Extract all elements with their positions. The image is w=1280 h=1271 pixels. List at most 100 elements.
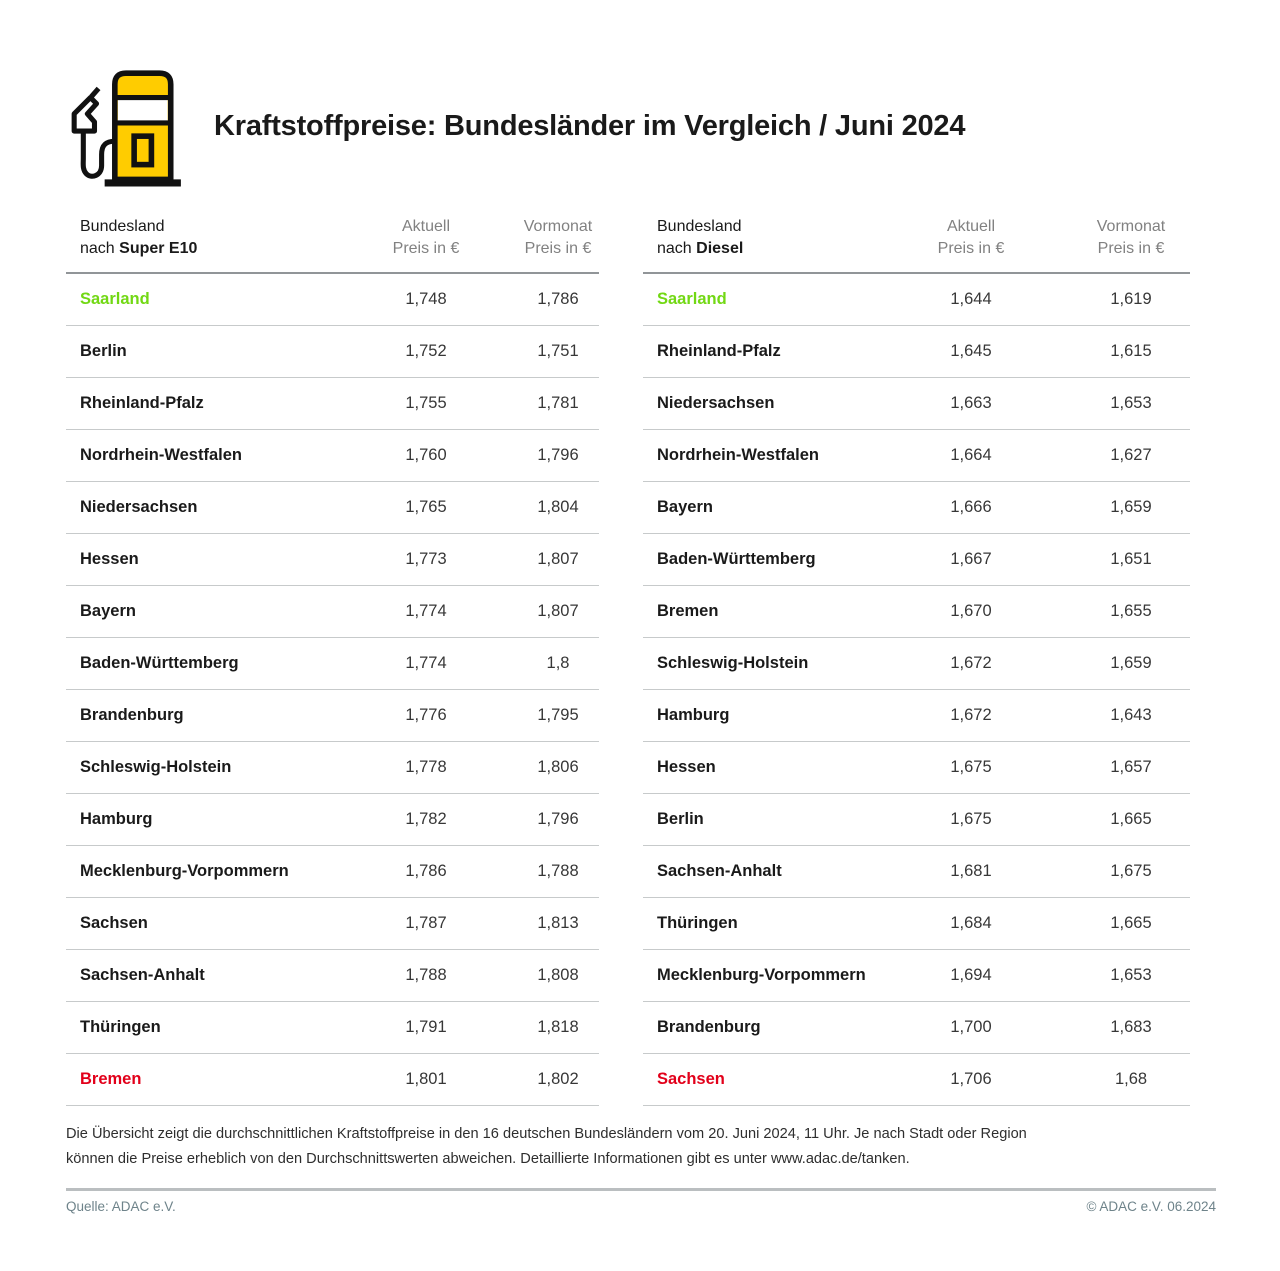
bundesland-cell: Niedersachsen [80,498,198,516]
aktuell-price-cell: 1,752 [405,342,447,360]
bundesland-cell: Saarland [80,290,150,308]
table-row: Berlin 1,675 1,665 [643,794,1190,846]
table-row: Baden-Württemberg 1,774 1,8 [66,638,599,690]
fuel-type-label: Diesel [696,240,744,257]
vormonat-price-cell: 1,795 [537,706,579,724]
aktuell-price-cell: 1,778 [405,758,447,776]
aktuell-price-cell: 1,782 [405,810,447,828]
aktuell-price-cell: 1,694 [950,966,992,984]
table-row: Mecklenburg-Vorpommern 1,694 1,653 [643,950,1190,1002]
vormonat-price-cell: 1,653 [1110,394,1152,412]
bundesland-cell: Nordrhein-Westfalen [80,446,242,464]
table-row: Sachsen 1,706 1,68 [643,1054,1190,1106]
bundesland-cell: Bremen [80,1070,142,1088]
table-row: Nordrhein-Westfalen 1,664 1,627 [643,430,1190,482]
bundesland-cell: Bremen [657,602,719,620]
bundesland-cell: Hamburg [80,810,153,828]
vormonat-price-cell: 1,806 [537,758,579,776]
aktuell-price-cell: 1,774 [405,602,447,620]
aktuell-price-cell: 1,670 [950,602,992,620]
vormonat-price-cell: 1,813 [537,914,579,932]
vormonat-price-cell: 1,781 [537,394,579,412]
aktuell-price-cell: 1,801 [405,1070,447,1088]
column-header-fuel-line: nach Diesel [657,238,870,260]
vormonat-price-cell: 1,651 [1110,550,1152,568]
table-row: Thüringen 1,684 1,665 [643,898,1190,950]
table-row: Sachsen-Anhalt 1,788 1,808 [66,950,599,1002]
bundesland-cell: Hamburg [657,706,730,724]
vormonat-price-cell: 1,665 [1110,914,1152,932]
table-row: Berlin 1,752 1,751 [66,326,599,378]
vormonat-price-cell: 1,807 [537,602,579,620]
aktuell-price-cell: 1,644 [950,290,992,308]
vormonat-price-cell: 1,665 [1110,810,1152,828]
table-row: Brandenburg 1,776 1,795 [66,690,599,742]
vormonat-price-cell: 1,683 [1110,1018,1152,1036]
bundesland-cell: Rheinland-Pfalz [80,394,204,412]
column-header-vormonat-line2: Preis in € [524,240,592,257]
vormonat-price-cell: 1,659 [1110,498,1152,516]
vormonat-price-cell: 1,751 [537,342,579,360]
table-row: Sachsen-Anhalt 1,681 1,675 [643,846,1190,898]
bundesland-cell: Sachsen-Anhalt [657,862,782,880]
vormonat-price-cell: 1,655 [1110,602,1152,620]
fuel-prefix: nach [657,240,697,257]
table-row: Niedersachsen 1,765 1,804 [66,482,599,534]
footer: Quelle: ADAC e.V. © ADAC e.V. 06.2024 [66,1191,1216,1214]
bundesland-cell: Nordrhein-Westfalen [657,446,819,464]
aktuell-price-cell: 1,667 [950,550,992,568]
column-header-aktuell-line1: Aktuell [401,218,451,235]
bundesland-cell: Saarland [657,290,727,308]
column-header-bundesland-line1: Bundesland [657,218,742,235]
bundesland-cell: Baden-Württemberg [80,654,239,672]
bundesland-cell: Berlin [657,810,704,828]
bundesland-cell: Mecklenburg-Vorpommern [80,862,289,880]
price-table-super-e10: Bundesland nach Super E10 Aktuell Preis … [66,216,599,1106]
column-header-vormonat-line2: Preis in € [1097,240,1165,257]
bundesland-cell: Sachsen-Anhalt [80,966,205,984]
vormonat-price-cell: 1,807 [537,550,579,568]
aktuell-price-cell: 1,681 [950,862,992,880]
column-header-aktuell-line1: Aktuell [946,218,996,235]
table-row: Sachsen 1,787 1,813 [66,898,599,950]
fuel-type-label: Super E10 [119,240,198,257]
aktuell-price-cell: 1,787 [405,914,447,932]
aktuell-price-cell: 1,760 [405,446,447,464]
aktuell-price-cell: 1,786 [405,862,447,880]
column-header-bundesland: Bundesland nach Diesel [643,216,870,260]
table-header: Bundesland nach Super E10 Aktuell Preis … [66,216,599,274]
column-header-vormonat: Vormonat Preis in € [1072,216,1190,260]
aktuell-price-cell: 1,776 [405,706,447,724]
vormonat-price-cell: 1,788 [537,862,579,880]
aktuell-price-cell: 1,700 [950,1018,992,1036]
table-row: Hessen 1,773 1,807 [66,534,599,586]
bundesland-cell: Sachsen [80,914,148,932]
vormonat-price-cell: 1,808 [537,966,579,984]
vormonat-price-cell: 1,818 [537,1018,579,1036]
table-row: Saarland 1,748 1,786 [66,274,599,326]
tables-area: Bundesland nach Super E10 Aktuell Preis … [66,216,1216,1106]
bundesland-cell: Brandenburg [657,1018,761,1036]
table-row: Nordrhein-Westfalen 1,760 1,796 [66,430,599,482]
column-header-vormonat-line1: Vormonat [1096,218,1166,235]
table-row: Hamburg 1,672 1,643 [643,690,1190,742]
vormonat-price-cell: 1,804 [537,498,579,516]
vormonat-price-cell: 1,615 [1110,342,1152,360]
aktuell-price-cell: 1,675 [950,758,992,776]
bundesland-cell: Niedersachsen [657,394,775,412]
column-header-vormonat-line1: Vormonat [523,218,593,235]
copyright-label: © ADAC e.V. 06.2024 [1086,1199,1216,1214]
vormonat-price-cell: 1,627 [1110,446,1152,464]
aktuell-price-cell: 1,748 [405,290,447,308]
column-header-vormonat: Vormonat Preis in € [517,216,599,260]
table-header: Bundesland nach Diesel Aktuell Preis in … [643,216,1190,274]
aktuell-price-cell: 1,788 [405,966,447,984]
bundesland-cell: Bayern [657,498,713,516]
bundesland-cell: Brandenburg [80,706,184,724]
table-row: Baden-Württemberg 1,667 1,651 [643,534,1190,586]
column-header-aktuell: Aktuell Preis in € [870,216,1072,260]
vormonat-price-cell: 1,643 [1110,706,1152,724]
vormonat-price-cell: 1,802 [537,1070,579,1088]
vormonat-price-cell: 1,8 [546,654,570,672]
